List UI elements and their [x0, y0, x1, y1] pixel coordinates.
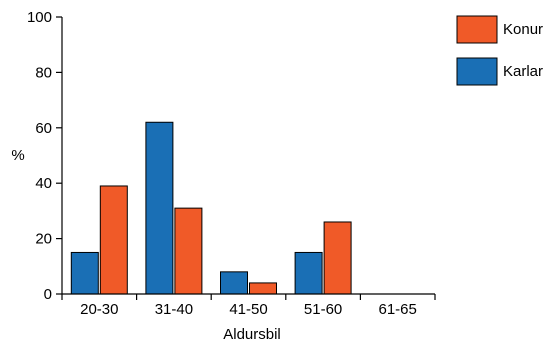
bar-karlar-51-60	[294, 251, 323, 295]
x-ticks-group: 20-30 31-40 41-50 51-60 61-65	[61, 294, 436, 318]
y-ticks-group: 0 20 40 60 80 100	[27, 9, 62, 303]
bar-karlar-31-40	[145, 121, 174, 295]
y-tick-label-80: 80	[35, 64, 52, 81]
y-tick-label-0: 0	[44, 286, 52, 303]
y-tick-label-20: 20	[35, 231, 52, 248]
x-tick-label-31-40: 31-40	[155, 301, 193, 318]
y-tick-label-40: 40	[35, 175, 52, 192]
y-tick-label-60: 60	[35, 120, 52, 137]
legend-label-konur: Konur	[503, 21, 543, 38]
legend-swatch-karlar	[456, 57, 498, 86]
bar-konur-51-60	[323, 221, 352, 295]
legend-swatch-konur	[456, 15, 498, 44]
x-tick-label-51-60: 51-60	[304, 301, 342, 318]
legend: Konur Karlar	[456, 15, 543, 86]
bar-konur-20-30	[99, 185, 128, 295]
x-tick-label-61-65: 61-65	[379, 301, 417, 318]
bar-konur-31-40	[174, 207, 203, 295]
x-tick-label-41-50: 41-50	[229, 301, 267, 318]
bar-karlar-20-30	[70, 251, 99, 295]
legend-label-karlar: Karlar	[503, 63, 543, 80]
bars-group	[70, 121, 352, 295]
x-tick-label-20-30: 20-30	[80, 301, 118, 318]
bar-karlar-41-50	[220, 271, 248, 295]
y-axis-label: %	[11, 147, 24, 164]
x-axis-label: Aldursbil	[223, 326, 281, 343]
y-tick-label-100: 100	[27, 9, 52, 26]
axes-group	[61, 17, 435, 295]
bar-konur-41-50	[249, 282, 277, 295]
